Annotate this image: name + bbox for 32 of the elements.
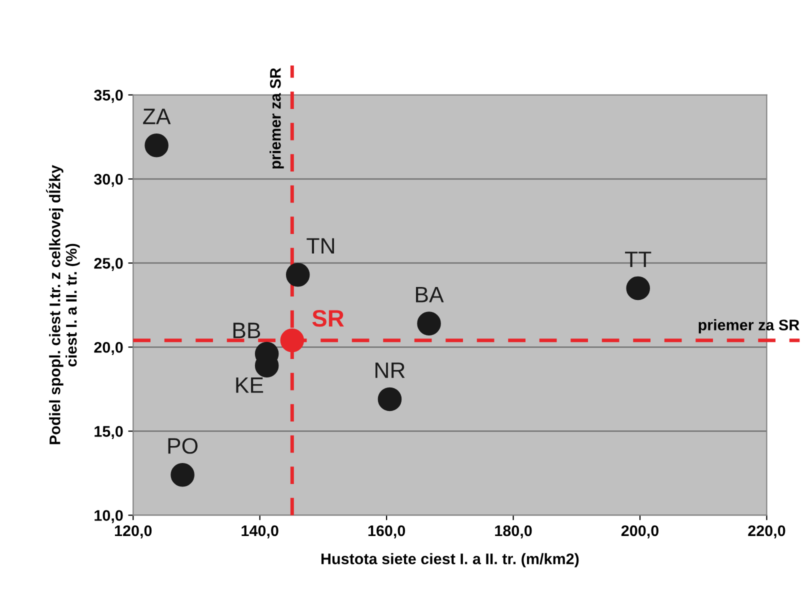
ref-line-label: priemer za SR: [270, 68, 284, 168]
y-tick-label: 30,0: [94, 174, 123, 187]
y-axis-title: Podiel spopl. ciest I.tr. z celkovej dĺžky ciest I. a II. tr. (%): [46, 165, 80, 444]
annotation: BA: [416, 286, 444, 302]
x-tick-label: 220,0: [748, 525, 786, 538]
y-tick-label: 15,0: [94, 426, 123, 440]
point: [144, 133, 168, 158]
y-tick-label: 35,0: [94, 90, 123, 103]
annotation: TT: [625, 252, 652, 267]
point: [170, 462, 194, 487]
annotation: KE: [236, 378, 264, 393]
annotation: TN: [306, 238, 334, 254]
series-label: SR: [312, 310, 344, 327]
x-tick-label: 120,0: [114, 525, 152, 538]
y-tick-label: 10,0: [94, 510, 123, 524]
point: [378, 387, 402, 412]
annotation: PO: [168, 438, 198, 454]
annotation: ZA: [143, 108, 171, 124]
ref-line-label: priemer za SR: [698, 319, 800, 334]
x-tick-label: 140,0: [242, 525, 278, 538]
point: [626, 276, 650, 300]
point: [280, 328, 304, 352]
y-tick-label: 20,0: [94, 342, 123, 355]
x-axis-title: Hustota siete ciest I. a II. tr. (m/km2): [321, 553, 579, 568]
point: [417, 312, 441, 336]
x-tick-label: 180,0: [495, 525, 532, 538]
x-tick-label: 160,0: [368, 525, 406, 538]
x-tick-label: 200,0: [621, 525, 658, 538]
annotation: NR: [376, 362, 405, 378]
y-tick-label: 25,0: [94, 258, 123, 271]
annotation: BB: [233, 322, 260, 338]
point: [286, 262, 310, 287]
